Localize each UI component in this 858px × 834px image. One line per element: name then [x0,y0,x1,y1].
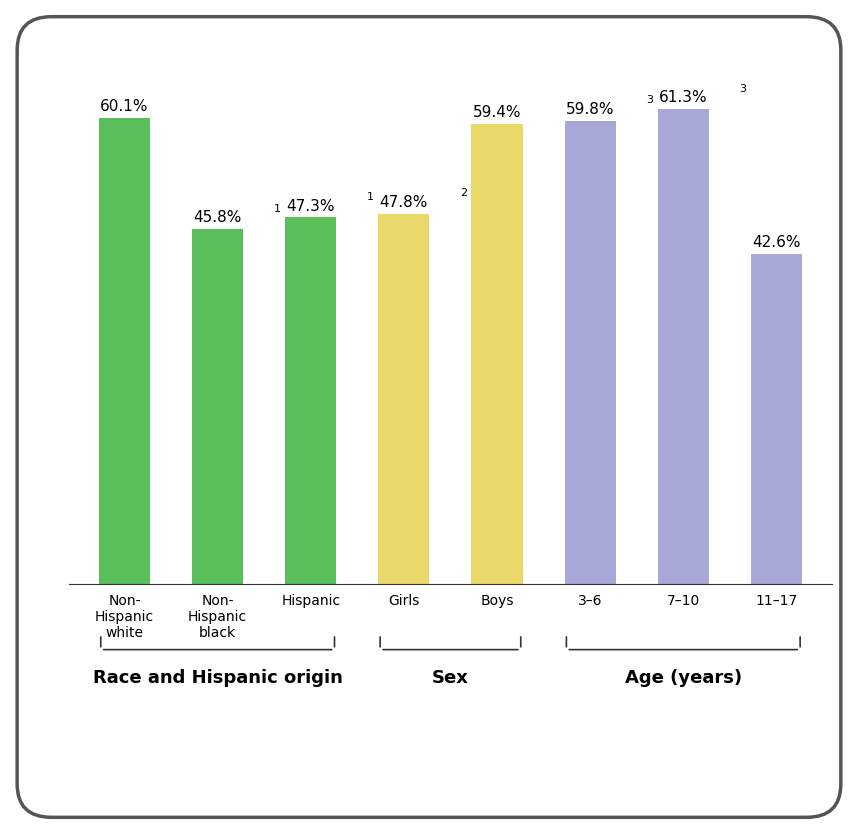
Text: 3: 3 [646,95,654,105]
Bar [751,254,802,584]
Text: 61.3%: 61.3% [659,90,708,105]
Bar [99,118,150,584]
Bar [285,218,336,584]
Bar [378,214,430,584]
Text: 42.6%: 42.6% [752,235,801,250]
Text: 1: 1 [367,192,374,202]
Bar [565,121,616,584]
Text: 3: 3 [740,83,746,93]
Text: 59.8%: 59.8% [566,102,614,117]
Text: 2: 2 [460,188,468,198]
Bar [471,123,523,584]
Text: 59.4%: 59.4% [473,105,522,120]
Text: 47.3%: 47.3% [287,198,335,214]
Text: 1: 1 [274,203,281,214]
Text: Sex: Sex [432,669,468,687]
Bar [657,109,709,584]
Bar [192,229,244,584]
Text: 45.8%: 45.8% [193,210,242,225]
Text: 47.8%: 47.8% [380,195,428,210]
Text: Race and Hispanic origin: Race and Hispanic origin [93,669,342,687]
Text: Age (years): Age (years) [625,669,742,687]
Text: 60.1%: 60.1% [100,99,148,114]
